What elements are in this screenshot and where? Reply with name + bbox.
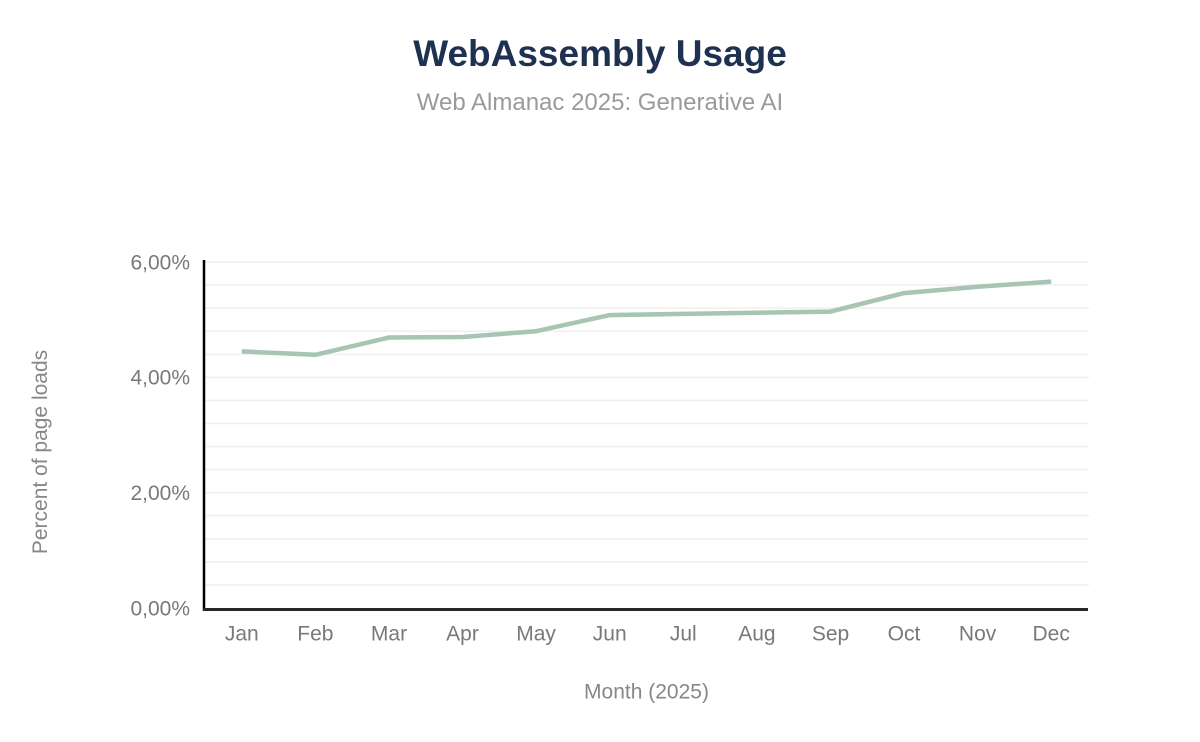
- x-tick-label: Nov: [959, 622, 997, 645]
- x-tick-label: May: [516, 622, 556, 645]
- chart-subtitle: Web Almanac 2025: Generative AI: [416, 89, 784, 116]
- x-tick-label: Aug: [738, 622, 775, 645]
- y-tick-label: 4,00%: [130, 367, 190, 390]
- x-tick-label: Dec: [1033, 622, 1070, 645]
- line-series: [241, 279, 1052, 358]
- y-tick-label: 0,00%: [130, 597, 190, 620]
- x-tick-label: Jan: [225, 622, 259, 645]
- x-tick-label: Jun: [593, 622, 627, 645]
- x-tick-label: Feb: [297, 622, 333, 645]
- x-tick-label: Jul: [670, 622, 697, 645]
- x-axis-title: Month (2025): [584, 680, 709, 703]
- y-tick-label: 6,00%: [130, 251, 190, 274]
- x-tick-label: Mar: [371, 622, 407, 645]
- x-tick-label: Oct: [888, 622, 921, 645]
- x-tick-label: Sep: [812, 622, 849, 645]
- y-axis-title: Percent of page loads: [29, 350, 52, 554]
- chart-title: WebAssembly Usage: [413, 33, 787, 74]
- y-tick-label: 2,00%: [130, 482, 190, 505]
- x-tick-label: Apr: [446, 622, 479, 645]
